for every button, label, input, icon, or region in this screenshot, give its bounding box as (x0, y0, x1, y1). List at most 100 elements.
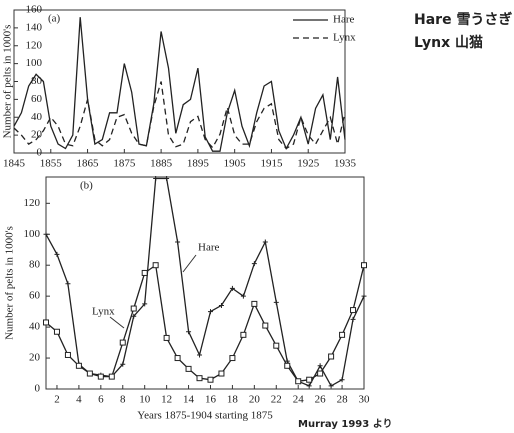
y-tick-label: 80 (29, 259, 41, 271)
marker (262, 239, 268, 245)
marker (262, 322, 269, 329)
marker (141, 269, 148, 276)
x-tick-label: 22 (271, 394, 282, 406)
x-tick-label: 18 (227, 394, 239, 406)
marker (240, 331, 247, 338)
marker (240, 293, 246, 299)
marker (251, 300, 258, 307)
series-line (45, 177, 365, 387)
series-line (13, 17, 346, 152)
marker (317, 363, 323, 369)
marker (218, 302, 224, 308)
y-tick-label: 80 (31, 75, 43, 87)
x-tick-label: 2 (54, 394, 60, 406)
marker (43, 319, 49, 326)
marker (130, 305, 137, 312)
x-tick-label: 14 (183, 394, 195, 406)
x-tick-label: 1855 (40, 158, 63, 170)
marker (306, 383, 312, 389)
annotation-leader (182, 254, 197, 273)
marker (53, 328, 60, 335)
side-label: Lynx 山猫 (414, 34, 483, 51)
marker (152, 262, 159, 269)
y-tick-label: 120 (26, 39, 43, 51)
x-tick-label: 1935 (334, 158, 357, 170)
marker (207, 309, 213, 315)
marker (131, 313, 137, 319)
marker (361, 293, 367, 299)
marker (43, 231, 49, 237)
series-annotation: Lynx (92, 306, 115, 318)
x-tick-label: 1885 (150, 158, 173, 170)
x-tick-label: 24 (293, 394, 305, 406)
x-tick-label: 1925 (297, 158, 320, 170)
marker (120, 361, 126, 367)
y-tick-label: 120 (24, 197, 41, 209)
marker (175, 239, 181, 245)
annotation-leader (109, 316, 125, 329)
legend-label: Lynx (333, 32, 356, 44)
marker (86, 370, 93, 377)
x-tick-label: 6 (98, 394, 104, 406)
y-tick-label: 0 (37, 147, 43, 159)
y-tick-label: 100 (26, 57, 43, 69)
marker (339, 331, 346, 338)
plot-frame (45, 176, 365, 390)
y-tick-label: 20 (31, 129, 43, 141)
x-tick-label: 16 (205, 394, 217, 406)
marker (164, 176, 170, 182)
marker (163, 334, 170, 341)
x-tick-label: 12 (161, 394, 172, 406)
y-axis-label: Number of pelts in 1000's (2, 25, 14, 139)
panel-label: (b) (80, 180, 93, 192)
y-tick-label: 0 (35, 383, 41, 395)
marker (251, 261, 257, 267)
x-tick-label: 30 (359, 394, 371, 406)
x-tick-label: 1905 (224, 158, 247, 170)
marker (350, 307, 357, 314)
x-tick-label: 8 (120, 394, 126, 406)
y-tick-label: 60 (31, 93, 43, 105)
x-tick-label: 1865 (77, 158, 100, 170)
x-axis-label: Years 1875-1904 starting 1875 (137, 410, 273, 422)
marker (273, 342, 280, 349)
y-tick-label: 100 (24, 228, 41, 240)
marker (317, 370, 324, 377)
y-tick-label: 40 (29, 321, 41, 333)
source: Murray 1993 より (298, 418, 393, 430)
marker (108, 373, 115, 380)
y-tick-label: 140 (26, 21, 43, 33)
y-tick-label: 160 (26, 4, 43, 16)
marker (65, 281, 71, 287)
marker (64, 351, 71, 358)
x-tick-label: 10 (139, 394, 151, 406)
y-tick-label: 60 (29, 290, 41, 302)
marker (186, 329, 192, 335)
marker (350, 316, 356, 322)
x-tick-label: 28 (337, 394, 349, 406)
marker (361, 262, 367, 269)
side-label: Hare 雪うさぎ (414, 11, 512, 28)
x-tick-label: 26 (315, 394, 327, 406)
x-tick-label: 20 (249, 394, 261, 406)
marker (273, 299, 279, 305)
series-line (13, 81, 346, 150)
x-tick-label: 1915 (260, 158, 283, 170)
marker (339, 377, 345, 383)
marker (97, 373, 104, 380)
y-axis-label: Number of pelts in 1000's (4, 226, 16, 340)
marker (306, 376, 313, 383)
marker (185, 365, 192, 372)
marker (196, 375, 203, 382)
marker (142, 301, 148, 307)
x-tick-label: 1845 (3, 158, 26, 170)
marker (295, 378, 302, 385)
marker (153, 176, 159, 182)
y-tick-label: 40 (31, 111, 43, 123)
marker (197, 352, 203, 358)
marker (207, 376, 214, 383)
marker (75, 362, 82, 369)
marker (54, 251, 60, 257)
